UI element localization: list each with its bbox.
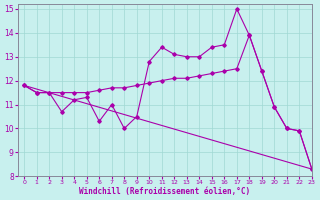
X-axis label: Windchill (Refroidissement éolien,°C): Windchill (Refroidissement éolien,°C) (79, 187, 251, 196)
